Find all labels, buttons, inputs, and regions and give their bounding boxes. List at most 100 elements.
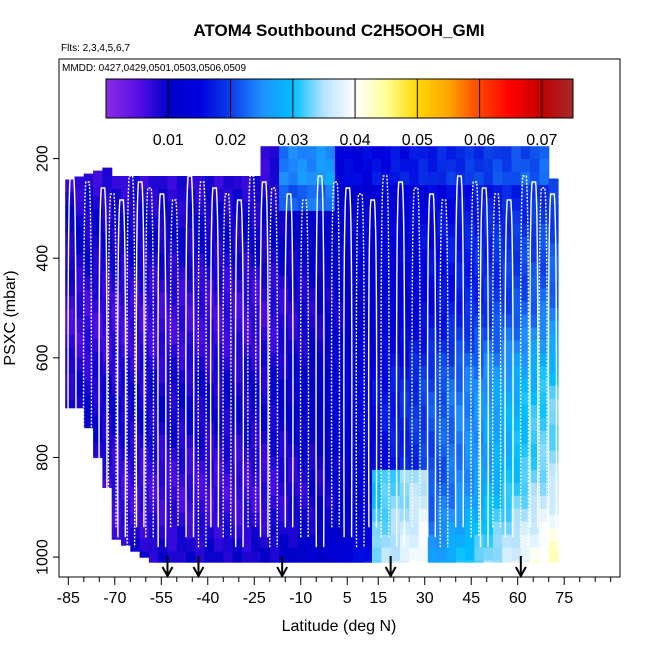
heatmap-cell bbox=[344, 262, 354, 277]
heatmap-cell bbox=[539, 444, 550, 458]
heatmap-cell bbox=[548, 178, 559, 192]
heatmap-cell bbox=[530, 327, 540, 341]
heatmap-cell bbox=[93, 338, 103, 353]
heatmap-cell bbox=[427, 301, 438, 316]
heatmap-cell bbox=[372, 262, 382, 277]
heatmap-cell bbox=[204, 214, 215, 229]
colorbar-tick-label: 0.03 bbox=[277, 132, 308, 149]
heatmap-cell bbox=[176, 551, 187, 563]
heatmap-cell bbox=[241, 551, 252, 563]
heatmap-cell bbox=[204, 512, 215, 527]
heatmap-cell bbox=[390, 405, 401, 419]
heatmap-cell bbox=[279, 236, 289, 251]
heatmap-cell bbox=[214, 240, 224, 255]
profile-trace bbox=[284, 193, 294, 528]
heatmap-cell bbox=[362, 198, 373, 212]
heatmap-cell bbox=[530, 495, 540, 510]
heatmap-cell bbox=[232, 435, 243, 449]
heatmap-cell bbox=[93, 390, 103, 405]
heatmap-cell bbox=[111, 240, 122, 255]
heatmap-cell bbox=[65, 334, 76, 349]
heatmap-cell bbox=[65, 360, 76, 375]
heatmap-cell bbox=[427, 547, 438, 562]
heatmap-cell bbox=[409, 547, 420, 562]
heatmap-cell bbox=[288, 210, 299, 225]
heatmap-cell bbox=[158, 240, 169, 255]
heatmap-cell bbox=[492, 288, 503, 303]
heatmap-cell bbox=[83, 380, 94, 395]
heatmap-cell bbox=[232, 318, 243, 333]
heatmap-cell bbox=[316, 159, 327, 173]
heatmap-cell bbox=[325, 547, 336, 562]
heatmap-cell bbox=[548, 282, 559, 296]
heatmap-cell bbox=[260, 223, 271, 238]
heatmap-cell bbox=[455, 236, 466, 251]
heatmap-cell bbox=[465, 418, 475, 432]
heatmap-cell bbox=[74, 293, 85, 307]
heatmap-cell bbox=[427, 327, 438, 341]
heatmap-cell bbox=[530, 172, 540, 186]
heatmap-cell bbox=[399, 146, 410, 160]
heatmap-cell bbox=[418, 223, 429, 238]
colorbar-tick-label: 0.05 bbox=[402, 132, 433, 149]
heatmap-cell bbox=[353, 547, 364, 562]
heatmap-cell bbox=[232, 253, 243, 268]
heatmap-cell bbox=[530, 431, 540, 445]
heatmap-cell bbox=[93, 364, 103, 379]
heatmap-cell bbox=[316, 198, 327, 212]
heatmap-cell bbox=[539, 508, 550, 523]
heatmap-cell bbox=[269, 366, 280, 380]
heatmap-cell bbox=[474, 301, 485, 316]
heatmap-cell bbox=[530, 379, 540, 393]
heatmap-cell bbox=[232, 383, 243, 397]
heatmap-cell bbox=[344, 159, 354, 173]
heatmap-cell bbox=[502, 392, 513, 406]
heatmap-cell bbox=[130, 227, 141, 242]
heatmap-cell bbox=[381, 327, 392, 341]
heatmap-cell bbox=[334, 521, 345, 536]
heatmap-cell bbox=[176, 486, 187, 501]
heatmap-cell bbox=[418, 405, 429, 419]
heatmap-cell bbox=[539, 210, 550, 225]
heatmap-cell bbox=[102, 206, 113, 220]
heatmap-cell bbox=[390, 431, 401, 445]
heatmap-cell bbox=[344, 185, 354, 199]
heatmap-cell bbox=[455, 223, 466, 238]
heatmap-cell bbox=[176, 227, 187, 242]
heatmap-cell bbox=[455, 340, 466, 354]
heatmap-cell bbox=[548, 204, 559, 218]
heatmap-cell bbox=[520, 431, 531, 445]
heatmap-cell bbox=[418, 288, 429, 303]
heatmap-cell bbox=[520, 236, 531, 251]
heatmap-cell bbox=[307, 457, 317, 471]
heatmap-cell bbox=[362, 469, 373, 484]
heatmap-cell bbox=[548, 230, 559, 244]
heatmap-cell bbox=[297, 353, 308, 367]
heatmap-cell bbox=[232, 525, 243, 540]
heatmap-cell bbox=[511, 495, 522, 510]
heatmap-cell bbox=[167, 240, 178, 255]
heatmap-cell bbox=[483, 159, 494, 173]
heatmap-cell bbox=[427, 469, 438, 484]
heatmap-cell bbox=[465, 392, 475, 406]
heatmap-cell bbox=[316, 275, 327, 290]
heatmap-cell bbox=[186, 344, 196, 358]
heatmap-cell bbox=[381, 223, 392, 238]
heatmap-cell bbox=[316, 508, 327, 523]
heatmap-cell bbox=[437, 210, 447, 225]
heatmap-cell bbox=[455, 146, 466, 160]
heatmap-cell bbox=[502, 418, 513, 432]
y-axis: 200 400 600 800 1000 bbox=[35, 145, 59, 575]
heatmap-cell bbox=[418, 210, 429, 225]
heatmap-cell bbox=[446, 340, 457, 354]
heatmap-cell bbox=[186, 486, 196, 501]
profile-trace bbox=[234, 199, 245, 548]
heatmap-cell bbox=[344, 418, 354, 432]
heatmap-cell bbox=[288, 560, 299, 563]
heatmap-cell bbox=[483, 223, 494, 238]
heatmap-cell bbox=[325, 159, 336, 173]
heatmap-cell bbox=[260, 262, 271, 277]
heatmap-cell bbox=[502, 146, 513, 160]
heatmap-cell bbox=[279, 223, 289, 238]
heatmap-cell bbox=[93, 313, 103, 327]
